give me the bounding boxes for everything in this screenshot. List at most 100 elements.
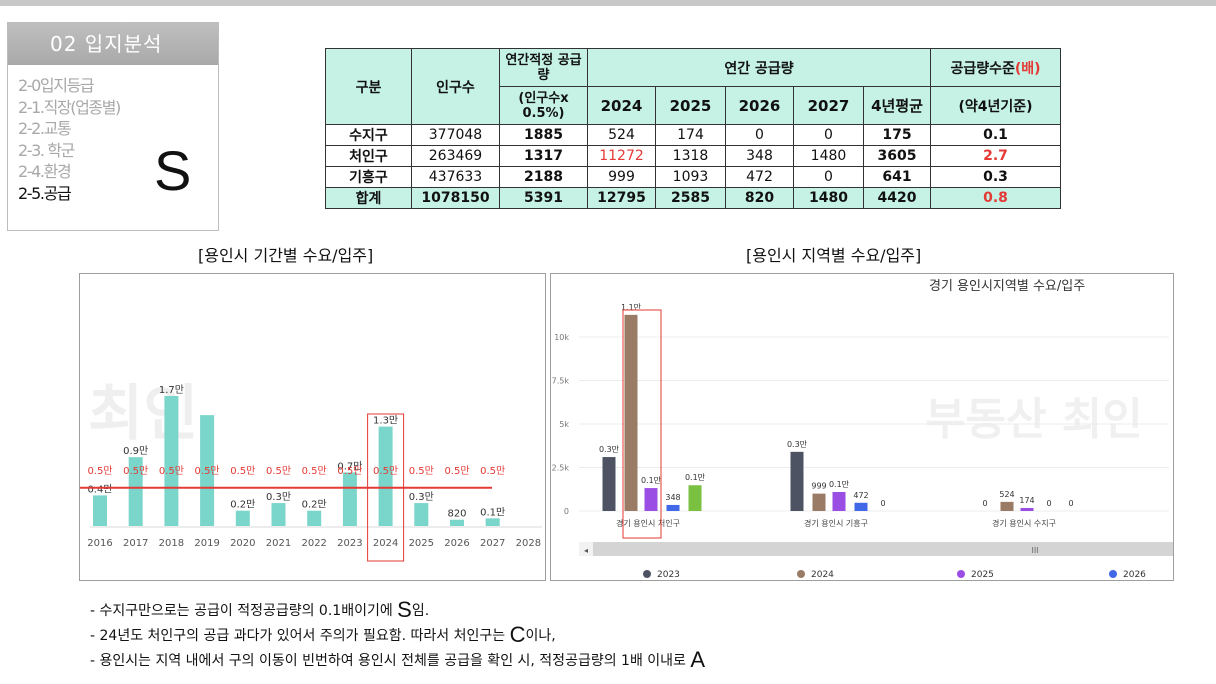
bar-label: 1.3만 — [373, 415, 398, 427]
x-tick-label: 2017 — [123, 538, 148, 549]
row-2025: 1318 — [655, 145, 726, 167]
legend-marker — [643, 570, 651, 578]
header-year-2026: 2026 — [725, 86, 794, 125]
chart-watermark: 부동산 최인 — [925, 394, 1143, 445]
y-tick-label: 5k — [559, 420, 569, 429]
bar-label: 0 — [880, 499, 885, 508]
row-2027: 0 — [793, 166, 864, 188]
bar — [624, 314, 638, 511]
demand-label: 0.5만 — [266, 465, 291, 477]
x-tick-label: 2027 — [480, 538, 505, 549]
bar — [200, 415, 215, 526]
bar — [832, 491, 846, 511]
bar-label: 0 — [982, 499, 987, 508]
row-2026: 472 — [725, 166, 794, 188]
x-tick-label: 경기 용인시 수지구 — [992, 518, 1056, 528]
bar-label: 0.1만 — [641, 476, 662, 485]
y-tick-label: 2.5k — [552, 464, 570, 473]
header-year-2027: 2027 — [793, 86, 864, 125]
row-2027: 1480 — [793, 145, 864, 167]
nav-item-school[interactable]: 2-3. 학군 — [18, 140, 75, 160]
nav-item-supply[interactable]: 2-5.공급 — [18, 183, 72, 203]
bar-label: 0.9만 — [123, 445, 148, 457]
nav-item-jobs[interactable]: 2-1.직장(업종별) — [18, 97, 121, 117]
x-tick-label: 2024 — [373, 538, 398, 549]
bar — [1000, 501, 1014, 511]
x-tick-label: 2025 — [409, 538, 434, 549]
region-chart-svg: 부동산 최인 경기 용인시지역별 수요/입주 0 2.5k 5k 7.5k 10k 0.3만 1… — [552, 279, 1173, 580]
period-chart-svg: 최인 2016 0.4만 0.5만 2017 0.9만 0.5만 2018 1.7만 0.5만 20… — [80, 379, 542, 562]
row-2024: 524 — [587, 124, 656, 146]
x-tick-label: 2019 — [194, 538, 219, 549]
bar-label: 0.2만 — [230, 499, 255, 511]
bar-label: 1.1만 — [621, 303, 642, 312]
total-2025: 2585 — [655, 187, 726, 209]
row-proper: 1317 — [499, 145, 588, 167]
bar — [485, 518, 500, 526]
bar — [688, 485, 702, 511]
chart-watermark: 최인 — [88, 379, 198, 449]
bar-label: 999 — [811, 482, 826, 491]
row-population: 263469 — [411, 145, 500, 167]
row-2027: 0 — [793, 124, 864, 146]
notes: - 수지구만으로는 공급이 적정공급량의 0.1배이기에 S임. - 24년도 … — [90, 598, 705, 673]
legend-label: 2023 — [657, 570, 680, 580]
row-2024: 999 — [587, 166, 656, 188]
region-chart: 부동산 최인 경기 용인시지역별 수요/입주 0 2.5k 5k 7.5k 10k 0.3만 1… — [550, 273, 1174, 581]
row-level: 2.7 — [930, 145, 1061, 167]
bar — [235, 510, 250, 526]
bar-label: 0.3만 — [599, 445, 620, 454]
table-row: 기흥구 437633 2188 999 1093 472 0 641 0.3 — [325, 166, 1061, 188]
row-avg: 641 — [863, 166, 931, 188]
bar-label: 0.3만 — [409, 491, 434, 503]
nav-item-grade[interactable]: 2-0입지등급 — [18, 76, 95, 95]
period-chart-title: [용인시 기간별 수요/입주] — [198, 246, 374, 265]
row-name: 수지구 — [325, 124, 412, 146]
x-tick-label: 2028 — [516, 538, 541, 549]
bar-label: 0.1만 — [480, 506, 505, 518]
nav-list: 2-0입지등급 2-1.직장(업종별) 2-2.교통 2-3. 학군 2-4.환… — [18, 75, 158, 204]
nav-header: 02 입지분석 — [8, 23, 218, 65]
header-proper-supply: 연간적정 공급량 — [499, 48, 588, 87]
grade-letter: S — [154, 139, 192, 202]
bar-label: 0.1만 — [829, 480, 850, 489]
demand-label: 0.5만 — [230, 465, 255, 477]
bar-label: 1.7만 — [159, 384, 184, 396]
bar-label: 524 — [999, 490, 1014, 499]
bar — [164, 396, 179, 526]
bar-label: 174 — [1019, 496, 1034, 505]
bar — [93, 495, 107, 526]
bar-label: 0.3만 — [266, 491, 291, 503]
demand-label: 0.5만 — [123, 465, 148, 477]
bar — [812, 493, 826, 511]
scrollbar-track — [579, 542, 1173, 556]
header-category: 구분 — [325, 48, 412, 125]
bar — [271, 503, 286, 526]
bar-label: 0 — [1068, 499, 1073, 508]
total-avg: 4420 — [863, 187, 931, 209]
nav-item-transport[interactable]: 2-2.교통 — [18, 119, 72, 138]
header-4yr-avg: 4년평균 — [863, 86, 931, 125]
bar-label: 348 — [665, 493, 680, 502]
row-2024: 11272 — [587, 145, 656, 167]
demand-label: 0.5만 — [302, 465, 327, 477]
row-name: 기흥구 — [325, 166, 412, 188]
bar — [854, 502, 868, 511]
total-population: 1078150 — [411, 187, 500, 209]
nav-item-environment[interactable]: 2-4.환경 — [18, 162, 72, 181]
bar — [666, 504, 680, 511]
x-tick-label: 2016 — [87, 538, 112, 549]
scroll-grip-icon: III — [1031, 546, 1038, 555]
bar — [378, 426, 393, 526]
header-supply-level: 공급량수준(배) — [930, 48, 1061, 87]
demand-label: 0.5만 — [444, 465, 469, 477]
demand-label: 0.5만 — [87, 465, 112, 477]
row-population: 437633 — [411, 166, 500, 188]
y-tick-label: 10k — [554, 333, 569, 342]
bar — [790, 451, 804, 511]
table-row: 처인구 263469 1317 11272 1318 348 1480 3605… — [325, 145, 1061, 167]
bar-label: 0.2만 — [302, 499, 327, 511]
demand-label: 0.5만 — [373, 465, 398, 477]
total-proper: 5391 — [499, 187, 588, 209]
region-chart-title: [용인시 지역별 수요/입주] — [746, 246, 922, 265]
